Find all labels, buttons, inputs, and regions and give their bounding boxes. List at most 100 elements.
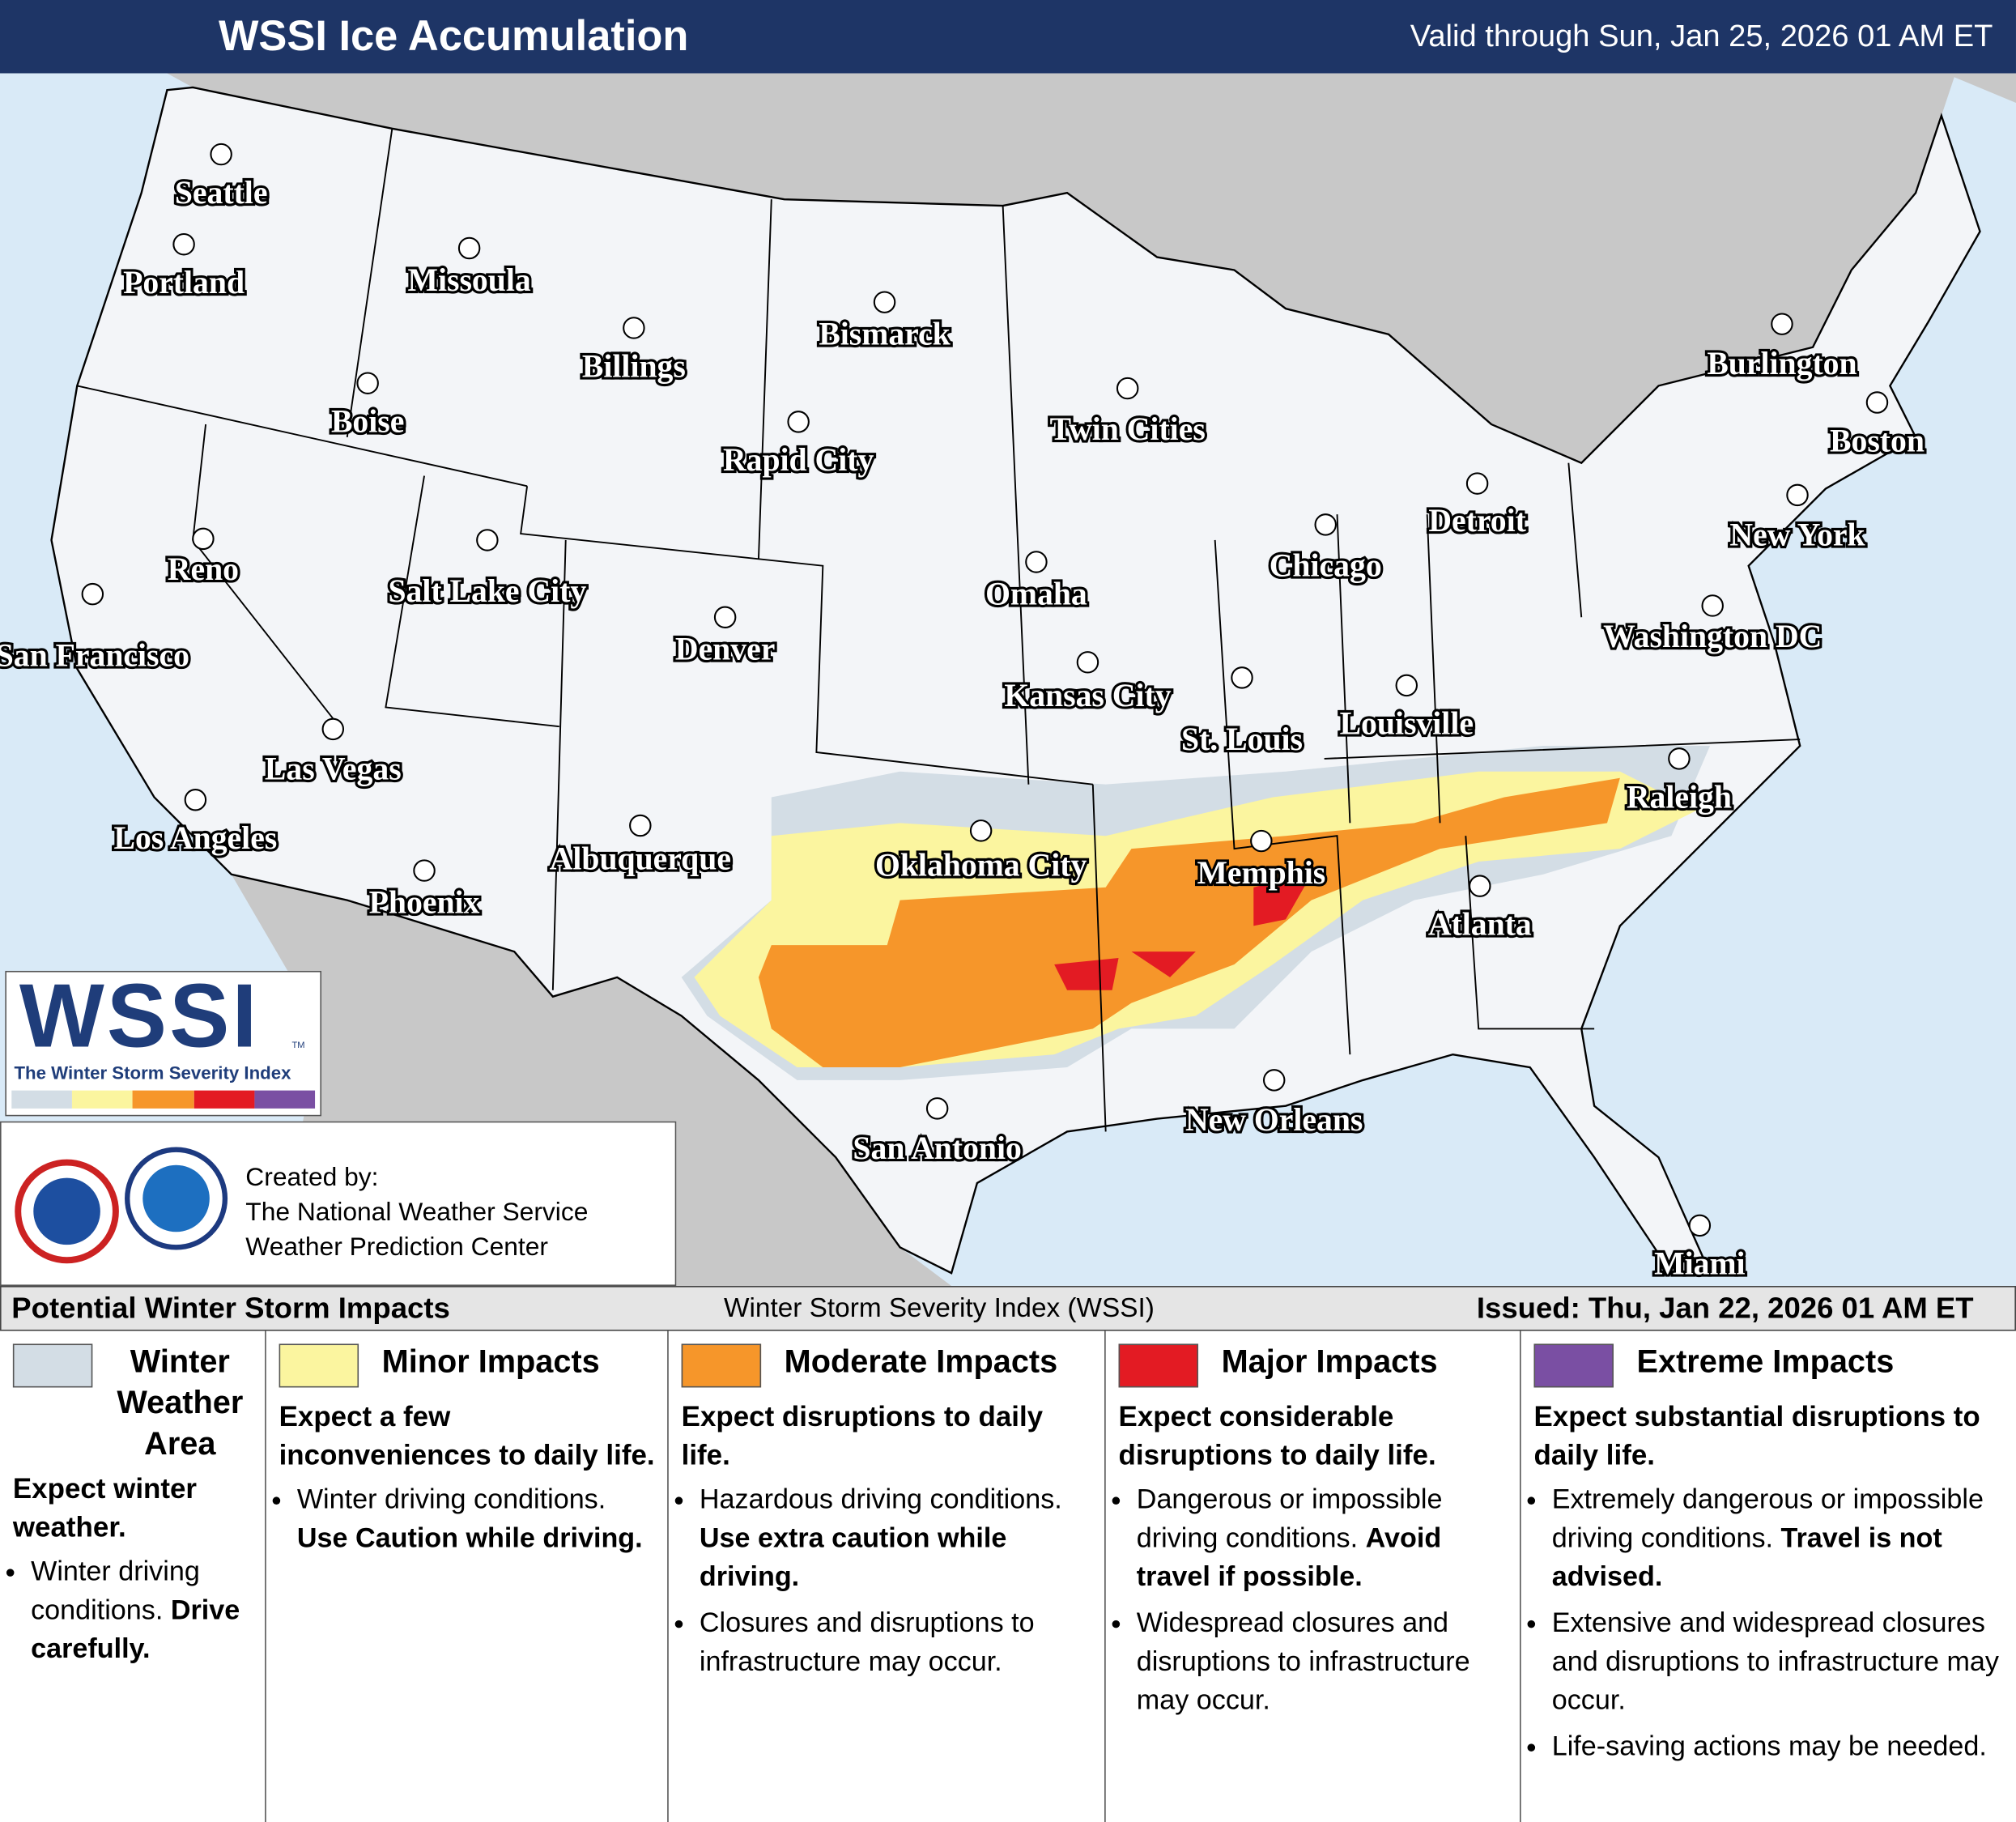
legend-label: Major Impacts	[1221, 1343, 1438, 1380]
city-dot	[623, 317, 645, 339]
city-label: Miami	[1654, 1246, 1745, 1282]
city-label: New York	[1729, 517, 1865, 552]
bullet-text: Widespread closures and disruptions to i…	[1136, 1607, 1470, 1716]
bullet-emphasis: Use extra caution while driving.	[699, 1522, 1007, 1592]
city-dot	[1668, 747, 1691, 770]
city-label: San Antonio	[853, 1130, 1021, 1166]
city-label: Kansas City	[1004, 678, 1171, 713]
bullet-emphasis: Drive carefully.	[31, 1594, 240, 1664]
city-label: Billings	[582, 348, 686, 384]
legend-headline: Expect a few inconveniences to daily lif…	[279, 1400, 655, 1471]
legend-column: Extreme Impacts Expect substantial disrup…	[1521, 1331, 2016, 1822]
city-label: New Orleans	[1185, 1102, 1363, 1138]
bullet-emphasis: Use Caution while driving.	[296, 1522, 643, 1554]
city-label: Detroit	[1428, 503, 1526, 539]
city-dot	[873, 291, 896, 313]
legend-swatch	[1118, 1343, 1199, 1388]
logo-swatch	[133, 1090, 194, 1109]
city-label: Twin Cities	[1050, 411, 1206, 447]
city-dot	[210, 143, 232, 166]
logo-swatch	[254, 1090, 316, 1109]
logo-tm: TM	[291, 1041, 305, 1051]
credit-line: Weather Prediction Center	[245, 1232, 548, 1262]
legend-column: Minor Impacts Expect a few inconveniences…	[266, 1330, 669, 1822]
issued-time: Issued: Thu, Jan 22, 2026 01 AM ET	[1476, 1291, 1974, 1325]
credit-line: Created by:	[245, 1164, 379, 1193]
city-dot	[184, 788, 207, 811]
legend-headline: Expect substantial disruptions to daily …	[1533, 1400, 1980, 1471]
city-label: Portland	[123, 265, 245, 300]
bullet-text: Winter driving conditions.	[296, 1484, 606, 1515]
legend-title: Potential Winter Storm Impacts	[11, 1291, 450, 1325]
city-label: Chicago	[1270, 547, 1382, 583]
legend-column: Winter Weather Area Expect winter weather…	[0, 1330, 266, 1822]
legend-bullet: Extensive and widespread closures and di…	[1552, 1603, 2009, 1719]
city-dot	[1771, 313, 1793, 335]
valid-time: Valid through Sun, Jan 25, 2026 01 AM ET	[1410, 19, 1993, 54]
city-dot	[321, 717, 345, 741]
city-dot	[1314, 513, 1337, 536]
city-dot	[1262, 1069, 1286, 1092]
city-dot	[1025, 551, 1048, 573]
city-dot	[172, 232, 195, 256]
city-label: Phoenix	[369, 884, 480, 920]
legend-bullet: Closures and disruptions to infrastructu…	[700, 1603, 1097, 1680]
city-label: Denver	[675, 632, 775, 667]
logo-swatch	[11, 1090, 73, 1109]
city-dot	[1395, 674, 1418, 697]
city-dot	[629, 814, 652, 837]
legend-bullet: Winter driving conditions. Drive careful…	[31, 1552, 257, 1668]
legend-swatch	[12, 1343, 93, 1388]
city-dot	[1688, 1214, 1712, 1237]
moderate-area	[758, 777, 1620, 1068]
city-dot	[925, 1097, 949, 1120]
legend-bullet: Dangerous or impossible driving conditio…	[1137, 1480, 1512, 1596]
city-label: Memphis	[1197, 855, 1325, 891]
legend: Winter Weather Area Expect winter weather…	[0, 1330, 2016, 1822]
city-dot	[1465, 472, 1489, 495]
legend-bullet: Hazardous driving conditions. Use extra …	[700, 1480, 1097, 1596]
city-label: Missoula	[408, 262, 531, 298]
agency-logos	[15, 1147, 228, 1264]
city-dot	[476, 529, 499, 551]
city-dot	[413, 859, 436, 882]
city-label: St. Louis	[1181, 722, 1303, 757]
legend-bullet: Extremely dangerous or impossible drivin…	[1552, 1480, 2009, 1596]
legend-bullets: Dangerous or impossible driving conditio…	[1119, 1480, 1512, 1719]
city-label: Albuquerque	[550, 841, 731, 876]
city-dot	[1231, 666, 1253, 689]
legend-bullet: Winter driving conditions. Use Caution w…	[297, 1480, 660, 1557]
title: WSSI Ice Accumulation	[218, 11, 689, 60]
city-label: Washington DC	[1603, 619, 1822, 654]
legend-bullet: Life-saving actions may be needed.	[1552, 1727, 2009, 1766]
legend-bullets: Winter driving conditions. Drive careful…	[13, 1552, 257, 1668]
city-dot	[1701, 594, 1724, 617]
city-dot	[1786, 483, 1809, 507]
conus	[50, 86, 1981, 1275]
bullet-text: Extremely dangerous or impossible drivin…	[1551, 1484, 1984, 1554]
logo-swatch	[194, 1090, 255, 1109]
legend-swatch	[279, 1343, 359, 1388]
city-label: Oklahoma City	[875, 847, 1087, 883]
legend-bullets: Extremely dangerous or impossible drivin…	[1533, 1480, 2008, 1766]
legend-headline: Expect considerable disruptions to daily…	[1118, 1400, 1436, 1471]
bullet-emphasis: Travel is not advised.	[1551, 1522, 1942, 1592]
city-label: Boston	[1830, 423, 1925, 458]
city-label: Las Vegas	[265, 751, 402, 786]
map: Seattle Portland Missoula Billings Bismarck B…	[0, 73, 2016, 1287]
logo-mark: WSSI	[19, 965, 260, 1066]
logo-subtitle: The Winter Storm Severity Index	[14, 1062, 291, 1083]
city-dot	[969, 819, 993, 842]
legend-column: Moderate Impacts Expect disruptions to da…	[669, 1330, 1106, 1822]
legend-swatch	[681, 1343, 762, 1388]
city-dot	[81, 582, 104, 606]
city-label: Rapid City	[723, 442, 874, 478]
state-lines	[77, 128, 1801, 1132]
bullet-text: Hazardous driving conditions.	[699, 1484, 1062, 1515]
legend-label: Extreme Impacts	[1636, 1343, 1895, 1380]
city-dot	[1116, 377, 1139, 400]
city-label: Seattle	[175, 175, 268, 211]
city-label: San Francisco	[0, 638, 189, 674]
